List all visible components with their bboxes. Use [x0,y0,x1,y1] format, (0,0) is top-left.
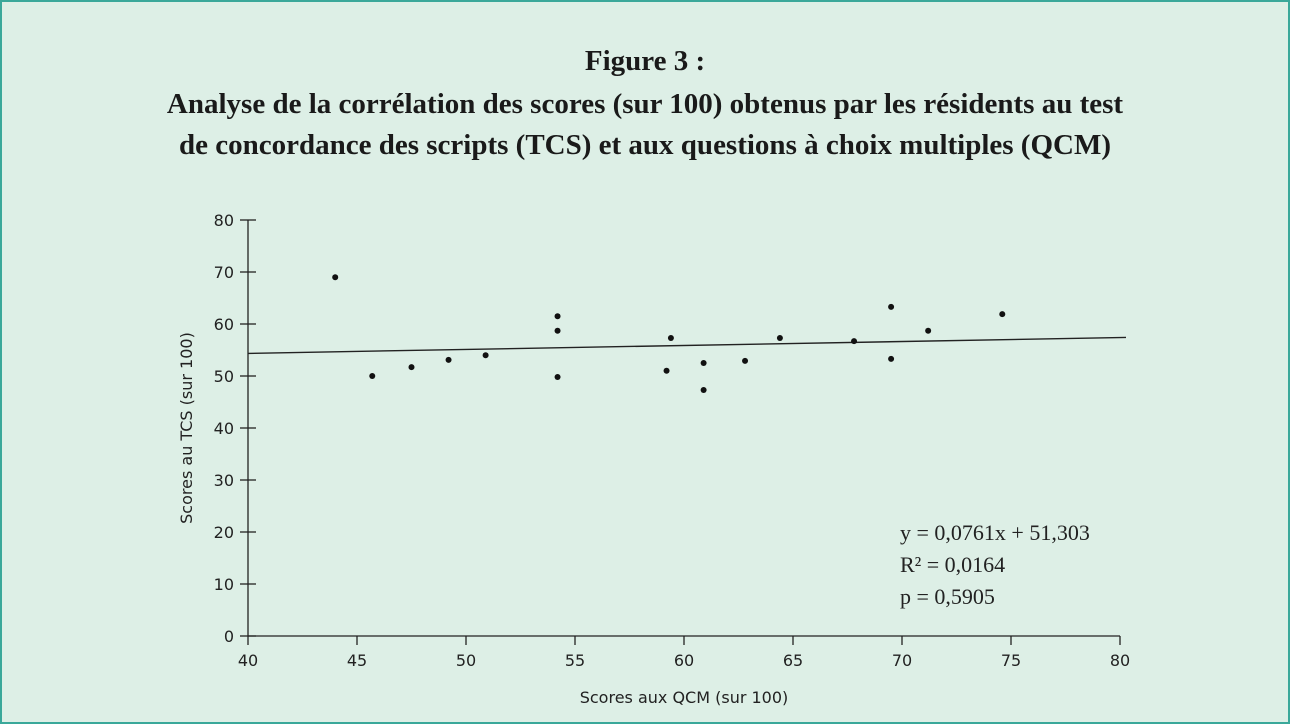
y-tick-label: 30 [214,471,234,490]
x-axis-title: Scores aux QCM (sur 100) [580,688,789,707]
y-tick-label: 40 [214,419,234,438]
x-tick-label: 45 [347,651,367,670]
chart-subtitle: Analyse de la corrélation des scores (su… [167,88,1123,120]
point [554,313,561,320]
x-tick-label: 50 [456,651,476,670]
point [700,360,707,366]
point [663,367,670,374]
x-tick-label: 80 [1110,651,1130,670]
point [888,355,895,362]
point [369,373,376,379]
point [776,335,783,342]
x-tick-label: 75 [1001,651,1021,670]
point [667,335,674,342]
x-tick-label: 60 [674,651,694,670]
point [445,356,452,363]
x-tick-label: 40 [238,651,258,670]
point [482,352,489,359]
point [332,274,339,281]
y-tick-label: 80 [214,211,234,230]
x-tick-label: 55 [565,651,585,670]
y-tick-label: 10 [214,575,234,594]
annotation: p = 0,5905 [900,584,995,609]
y-tick-label: 70 [214,263,234,282]
y-tick-label: 60 [214,315,234,334]
y-axis-title: Scores au TCS (sur 100) [177,332,196,524]
point [925,327,932,334]
point [554,327,561,334]
y-tick-label: 20 [214,523,234,542]
chart-title: Figure 3 : [585,45,705,77]
trend-line [247,336,1127,355]
point [700,387,707,394]
point [742,357,749,364]
x-tick-label: 65 [783,651,803,670]
point [888,303,895,310]
annotation: R² = 0,0164 [900,552,1005,577]
annotation: y = 0,0761x + 51,303 [900,520,1090,545]
chart-subtitle: de concordance des scripts (TCS) et aux … [179,129,1111,161]
point [851,338,858,345]
x-tick-label: 70 [892,651,912,670]
point [999,311,1006,318]
point [554,374,561,381]
y-tick-label: 0 [224,627,234,646]
point [408,364,415,371]
y-tick-label: 50 [214,367,234,386]
